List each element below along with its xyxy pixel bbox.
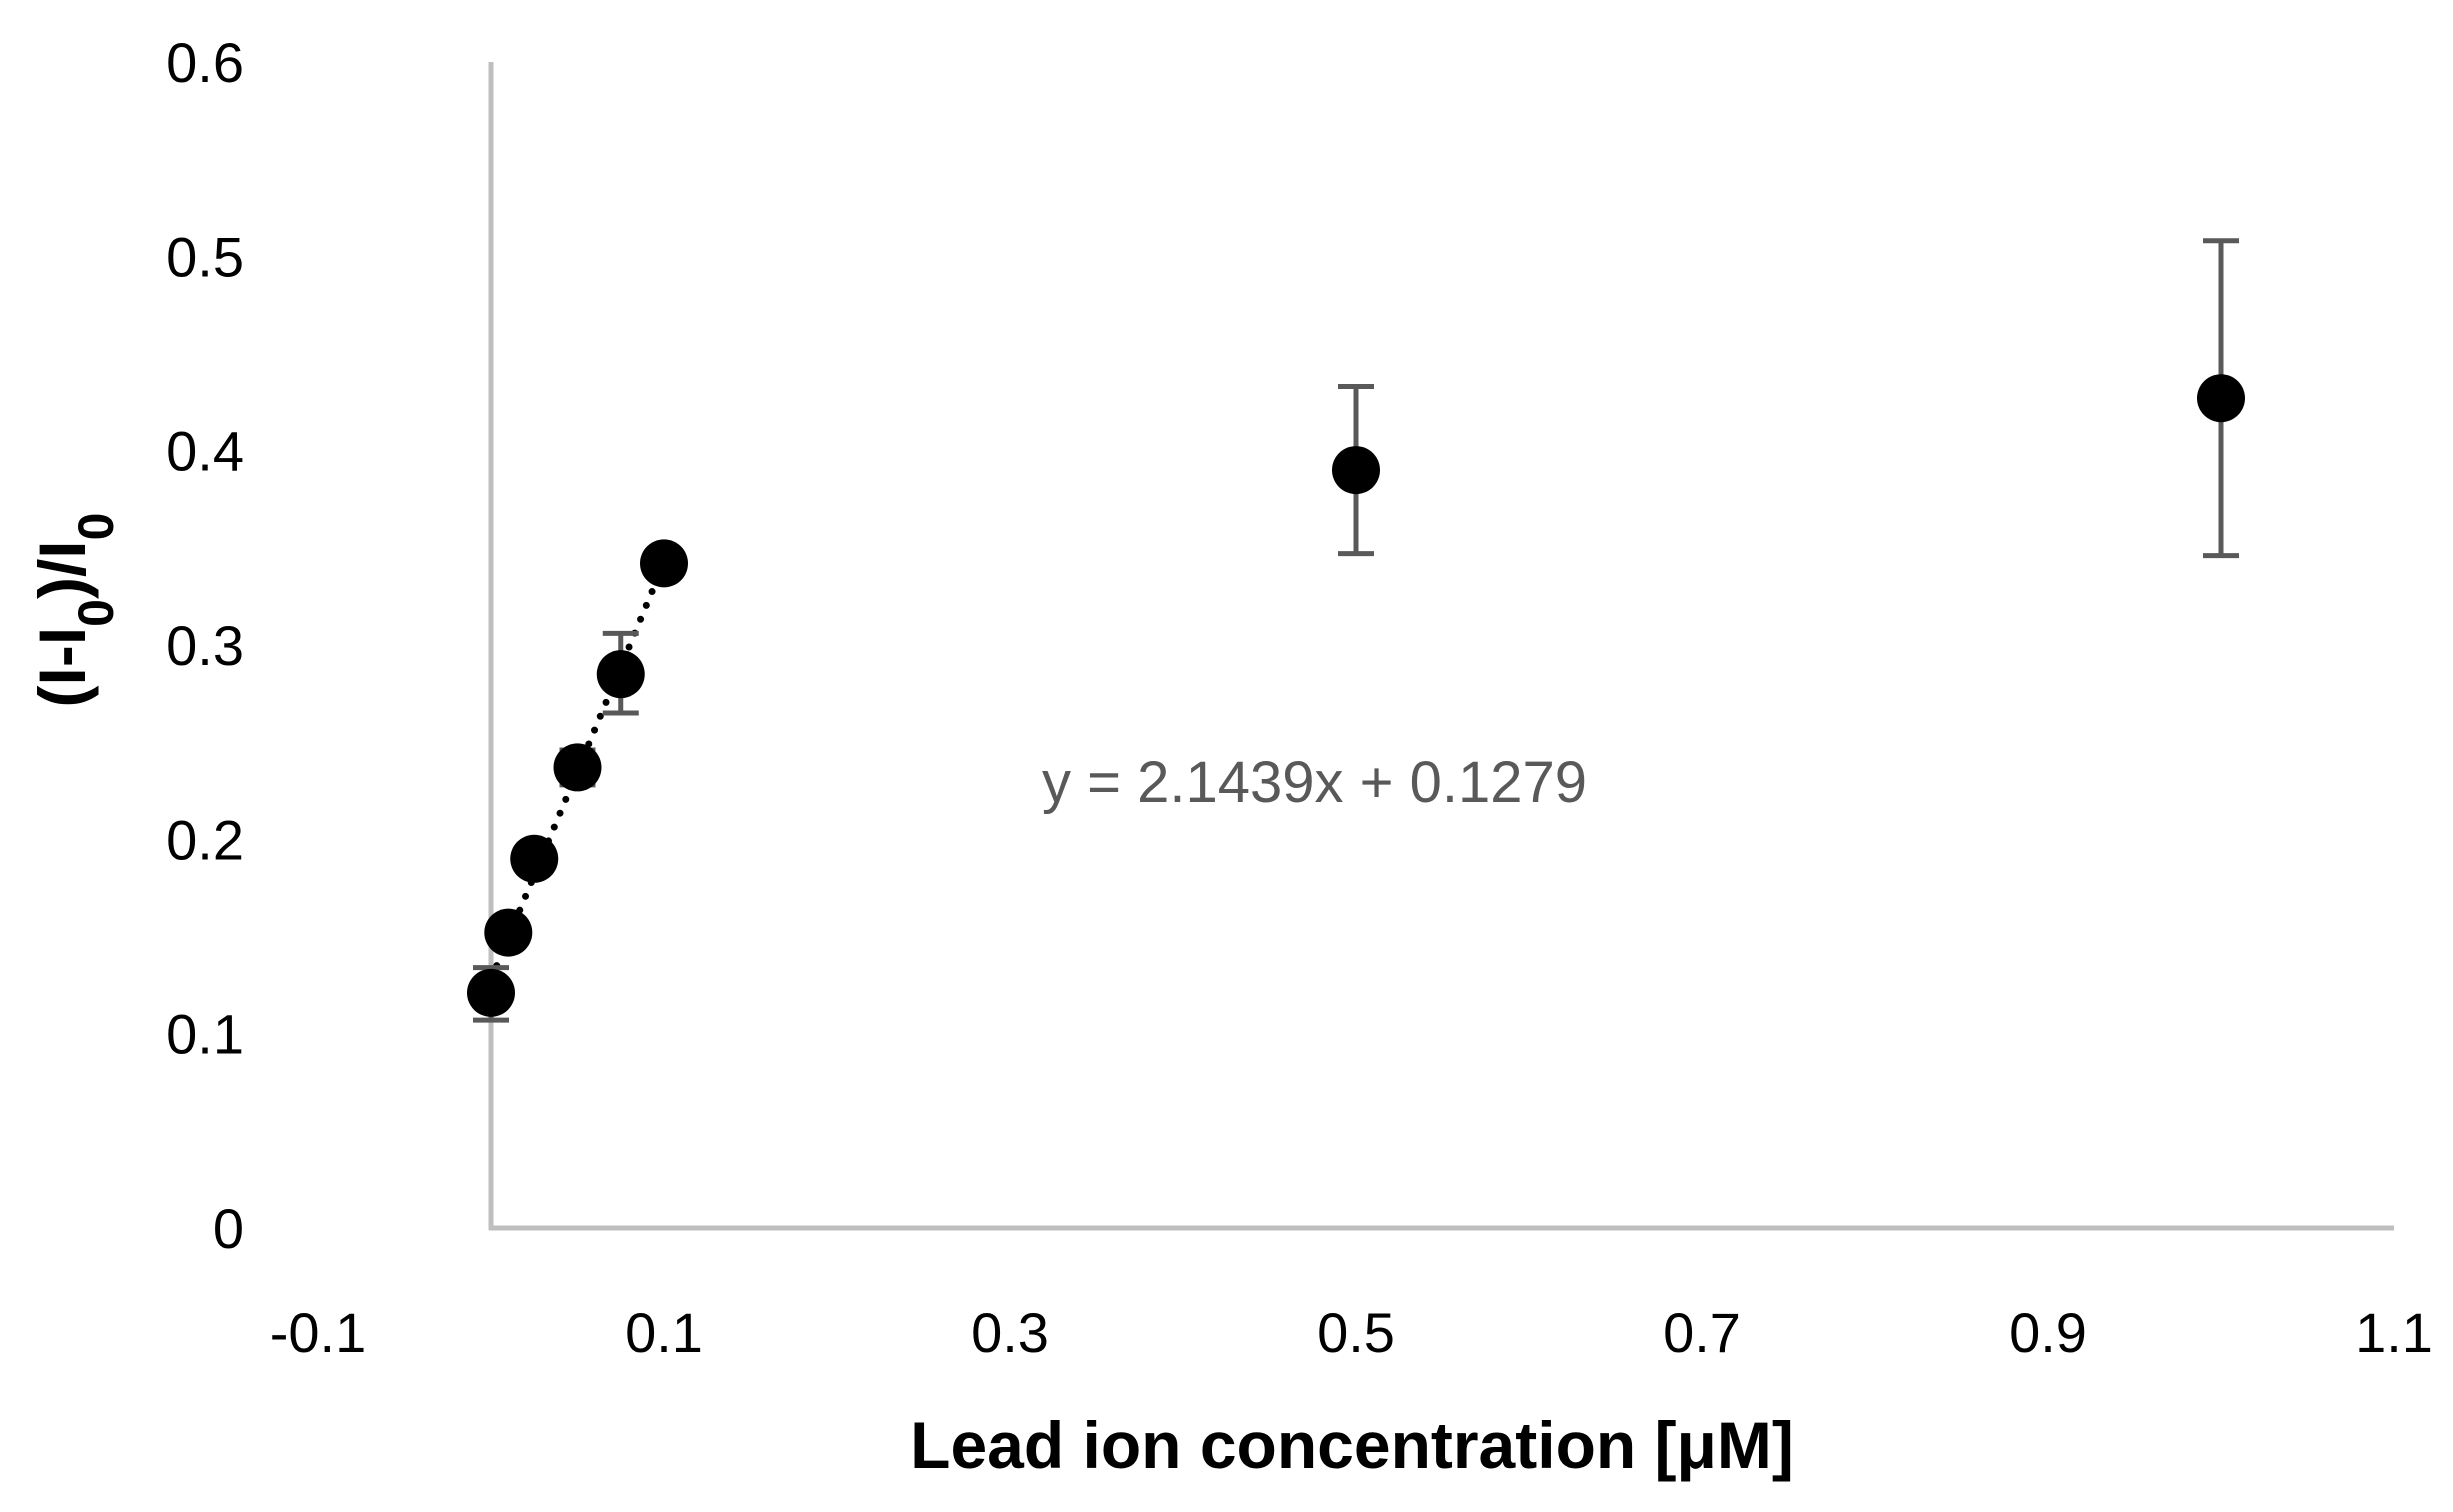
data-point [640, 539, 688, 588]
labels: Lead ion concentration [μM] (I-I0)/I0 y … [25, 513, 1794, 1482]
y-tick-label: 0.6 [166, 31, 244, 94]
x-tick-label: -0.1 [270, 1301, 367, 1364]
data-point [467, 968, 515, 1017]
x-tick-label: 1.1 [2355, 1301, 2433, 1364]
data-point [596, 650, 645, 699]
data-point [1332, 446, 1380, 495]
y-tick-label: 0.4 [166, 420, 244, 483]
data-point [510, 834, 559, 883]
y-tick-label: 0.2 [166, 808, 244, 871]
data-point [484, 908, 533, 957]
x-tick-label: 0.1 [625, 1301, 703, 1364]
y-tick-label: 0.1 [166, 1003, 244, 1066]
x-tick-label: 0.7 [1663, 1301, 1741, 1364]
y-axis-title-part: (I-I [25, 627, 99, 708]
y-tick-label: 0 [213, 1197, 244, 1260]
y-axis-title: (I-I0)/I0 [25, 513, 124, 708]
y-axis-title-subscript: 0 [68, 599, 124, 627]
error-bars [473, 238, 2239, 1023]
x-tick-label: 0.9 [2009, 1301, 2087, 1364]
axes: 0 0.1 0.2 0.3 0.4 0.5 0.6 -0.1 0.1 0.3 0.5 0.7 0.9 1.… [166, 31, 2433, 1364]
y-axis-title-subscript: 0 [68, 513, 124, 541]
trendline-equation: y = 2.1439x + 0.1279 [1042, 750, 1587, 815]
data-markers [467, 374, 2245, 1017]
y-tick-label: 0.5 [166, 225, 244, 288]
x-axis-title: Lead ion concentration [μM] [910, 1408, 1794, 1482]
data-point [553, 743, 602, 792]
y-axis-title-part: )/I [25, 540, 99, 599]
x-tick-label: 0.5 [1317, 1301, 1395, 1364]
y-tick-label: 0.3 [166, 614, 244, 677]
x-tick-label: 0.3 [971, 1301, 1049, 1364]
data-point [2197, 374, 2245, 423]
